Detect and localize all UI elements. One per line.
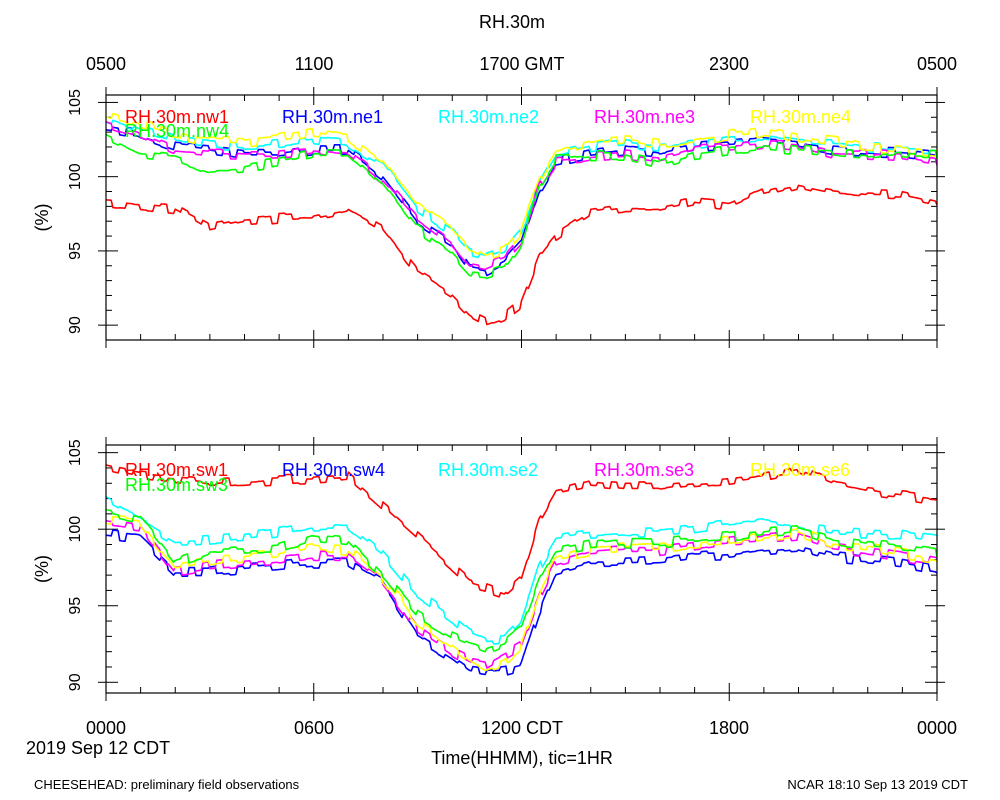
y-tick-label: 105 — [67, 439, 84, 466]
legend-label: RH.30m.ne4 — [750, 107, 851, 127]
legend-label: RH.30m.sw1 — [125, 460, 228, 480]
footer-right: NCAR 18:10 Sep 13 2019 CDT — [787, 777, 968, 792]
top-tick-label: 0500 — [86, 54, 126, 74]
y-axis-label: (%) — [32, 555, 52, 583]
y-tick-label: 95 — [67, 597, 84, 615]
legend-label: RH.30m.ne3 — [594, 107, 695, 127]
top-tick-label: 2300 — [709, 54, 749, 74]
bottom-tick-label: 0000 — [917, 718, 957, 738]
legend-label: RH.30m.sw3 — [125, 475, 228, 495]
y-axis-label: (%) — [32, 204, 52, 232]
bottom-tick-label: 1800 — [709, 718, 749, 738]
legend-label: RH.30m.se6 — [750, 460, 850, 480]
plot-frame — [105, 94, 938, 341]
legend-label: RH.30m.se2 — [438, 460, 538, 480]
legend-label: RH.30m.ne2 — [438, 107, 539, 127]
legend-label: RH.30m.nw4 — [125, 121, 229, 141]
top-tick-label: 1700 GMT — [479, 54, 564, 74]
top-panel: 90 95 100 105 (%) RH.30m.nw1 RH.30m.ne1 RH.30m.… — [32, 87, 945, 348]
legend-label: RH.30m.nw1 — [125, 107, 229, 127]
y-tick-label: 100 — [67, 163, 84, 190]
series-line-RH.30m.nw1 — [106, 184, 937, 326]
x-axis-label: Time(HHMM), tic=1HR — [431, 748, 613, 768]
top-tick-label: 1100 — [295, 54, 334, 74]
series-group — [106, 112, 937, 326]
top-tick-label: 0500 — [917, 54, 957, 74]
date-label: 2019 Sep 12 CDT — [26, 738, 170, 758]
bottom-tick-label: 0000 — [86, 718, 126, 738]
series-line-RH.30m.sw1 — [106, 464, 937, 598]
bottom-tick-label: 1200 CDT — [481, 718, 563, 738]
series-line-RH.30m.sw4 — [106, 529, 937, 676]
series-line-RH.30m.se2 — [106, 495, 937, 645]
y-tick-label: 105 — [67, 89, 84, 116]
series-line-RH.30m.ne4 — [106, 112, 937, 259]
series-line-RH.30m.se6 — [106, 515, 937, 672]
series-line-RH.30m.sw3 — [106, 508, 937, 653]
legend-label: RH.30m.se3 — [594, 460, 694, 480]
bottom-panel: 90 95 100 105 (%) RH.30m.sw1 RH.30m.sw4 RH.30m.… — [32, 437, 945, 701]
chart-title: RH.30m — [479, 12, 545, 32]
y-tick-label: 100 — [67, 516, 84, 543]
series-group — [106, 464, 937, 676]
plot-frame — [105, 444, 938, 694]
legend-label: RH.30m.ne1 — [282, 107, 383, 127]
bottom-tick-label: 0600 — [294, 718, 334, 738]
y-tick-label: 90 — [67, 673, 84, 691]
y-tick-label: 95 — [67, 242, 84, 260]
series-line-RH.30m.nw4 — [106, 133, 937, 280]
footer-left: CHEESEHEAD: preliminary field observatio… — [34, 777, 300, 792]
y-tick-label: 90 — [67, 316, 84, 334]
legend-label: RH.30m.sw4 — [282, 460, 385, 480]
